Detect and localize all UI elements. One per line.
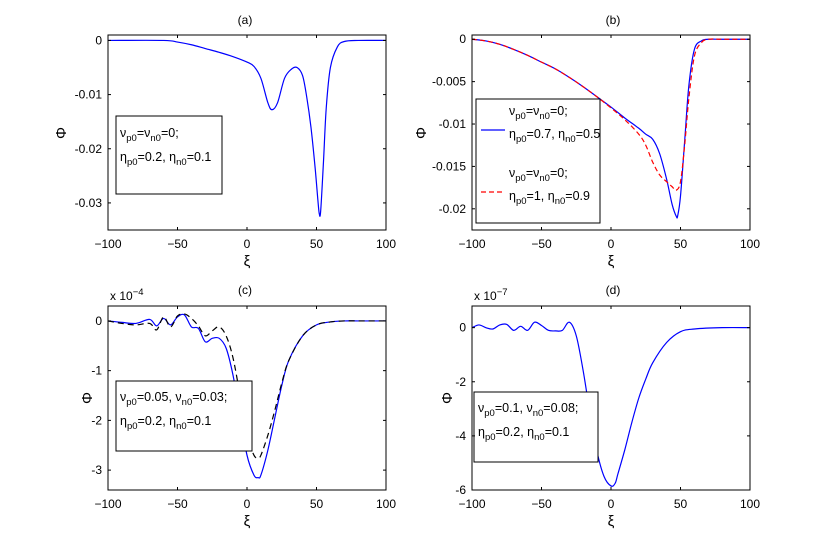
panel-c-ytick: -2 — [91, 413, 102, 427]
panel-b-xlabel: ξ — [608, 253, 615, 270]
panel-d-ylabel: Φ — [439, 392, 456, 404]
panel-c-ytick: 0 — [95, 314, 102, 328]
panel-b-ylabel: Φ — [413, 127, 430, 139]
panel-c-series — [107, 313, 386, 479]
panel-c-legend-box — [115, 380, 253, 452]
panel-a-legend-box — [115, 115, 223, 195]
panel-d-xtick: 50 — [674, 497, 688, 511]
panel-d-legend-line: νp0=0.1, νn0=0.08; — [478, 401, 578, 419]
panel-a-xtick: 0 — [244, 237, 251, 251]
panel-d-xtick: 0 — [608, 497, 615, 511]
panel-b-ytick: 0 — [459, 32, 466, 46]
panel-c-xtick: 50 — [310, 497, 324, 511]
panel-c-tick-marks — [107, 306, 387, 490]
panel-b-xtick: 0 — [608, 237, 615, 251]
panel-b-legend-line: ηp0=1, ηn0=0.9 — [509, 189, 590, 207]
panel-c-ylabel: Φ — [79, 392, 96, 404]
panel-a-legend: νp0=νn0=0; ηp0=0.2, ηn0=0.1 — [115, 115, 223, 195]
panel-a-title: (a) — [238, 13, 253, 27]
panel-d-series-line-0 — [471, 321, 751, 487]
panel-d-legend-line: ηp0=0.2, ηn0=0.1 — [478, 425, 569, 443]
panel-d-xticks: −100 −50 0 50 100 — [458, 497, 760, 511]
panel-c-exponent: x 10−4 — [110, 287, 144, 303]
panel-a-ytick: -0.02 — [75, 142, 103, 156]
panel-d-ytick: 0 — [459, 321, 466, 335]
panel-a-legend-line: νp0=νn0=0; — [120, 126, 179, 144]
panel-b-xtick: 50 — [674, 237, 688, 251]
panel-a-series — [107, 39, 387, 217]
panel-a-series-line-0 — [107, 39, 387, 217]
panel-c: (c) x 10−4 −100 −50 0 50 100 0 -1 -2 -3 … — [79, 283, 396, 530]
panel-b: (b) −100 −50 0 50 100 0 -0.005 -0.01 -0.… — [413, 13, 760, 270]
panel-b-xtick: −50 — [531, 237, 552, 251]
panel-d: (d) x 10−7 −100 −50 0 50 100 0 -2 -4 -6 … — [439, 283, 760, 530]
panel-b-xtick: 100 — [740, 237, 760, 251]
panel-d-exponent: x 10−7 — [474, 287, 508, 303]
panel-d-legend-box — [473, 391, 599, 463]
panel-c-legend-line: νp0=0.05, νn0=0.03; — [120, 390, 227, 408]
panel-d-series — [471, 321, 751, 487]
panel-b-yticks: 0 -0.005 -0.01 -0.015 -0.02 — [432, 32, 466, 216]
panel-c-xtick: −100 — [94, 497, 121, 511]
panel-c-xticks: −100 −50 0 50 100 — [94, 497, 396, 511]
panel-c-ytick: -3 — [91, 463, 102, 477]
panel-a-xtick: −100 — [94, 237, 121, 251]
panel-a-ytick: -0.01 — [75, 88, 103, 102]
panel-c-xtick: 0 — [244, 497, 251, 511]
panel-c-legend: νp0=0.05, νn0=0.03; ηp0=0.2, ηn0=0.1 — [115, 380, 253, 452]
panel-b-legend-line: νp0=νn0=0; — [509, 104, 568, 122]
panel-b-tick-marks — [471, 35, 751, 230]
panel-b-ytick: -0.02 — [439, 202, 467, 216]
panel-d-xtick: −50 — [531, 497, 552, 511]
panel-b-ytick: -0.005 — [432, 75, 466, 89]
panel-a-ylabel: Φ — [53, 127, 70, 139]
panel-a-xtick: −50 — [167, 237, 188, 251]
panel-c-legend-line: ηp0=0.2, ηn0=0.1 — [120, 414, 211, 432]
panel-d-xlabel: ξ — [608, 513, 615, 530]
panel-c-title: (c) — [238, 283, 252, 297]
panel-b-legend-line: ηp0=0.7, ηn0=0.5 — [509, 127, 600, 145]
panel-b-series — [471, 38, 750, 219]
panel-a-legend-line: ηp0=0.2, ηn0=0.1 — [120, 150, 211, 168]
panel-c-ytick: -1 — [91, 364, 102, 378]
panel-c-xlabel: ξ — [244, 513, 251, 530]
panel-d-yticks: 0 -2 -4 -6 — [455, 321, 466, 497]
panel-c-xtick: −50 — [167, 497, 188, 511]
panel-b-title: (b) — [606, 13, 621, 27]
panel-d-ytick: -4 — [455, 429, 466, 443]
panel-d-ytick: -6 — [455, 483, 466, 497]
panel-b-ytick: -0.015 — [432, 159, 466, 173]
panel-d-legend: νp0=0.1, νn0=0.08; ηp0=0.2, ηn0=0.1 — [473, 391, 599, 463]
panel-d-title: (d) — [606, 283, 621, 297]
panel-d-xtick: 100 — [740, 497, 760, 511]
panel-a-ytick: -0.03 — [75, 196, 103, 210]
panel-b-series-line-1 — [471, 38, 750, 191]
panel-a-xlabel: ξ — [244, 253, 251, 270]
panel-b-legend: νp0=νn0=0; ηp0=0.7, ηn0=0.5 νp0=νn0=0; η… — [475, 98, 601, 224]
panel-c-series-line-1 — [107, 313, 386, 459]
panel-b-legend-line: νp0=νn0=0; — [509, 166, 568, 184]
panel-b-xticks: −100 −50 0 50 100 — [458, 237, 760, 251]
panel-a-ytick: 0 — [95, 33, 102, 47]
panel-a-xtick: 100 — [376, 237, 396, 251]
panel-b-ytick: -0.01 — [439, 117, 467, 131]
panel-d-xtick: −100 — [458, 497, 485, 511]
panel-a-xticks: −100 −50 0 50 100 — [94, 237, 396, 251]
panel-a-xtick: 50 — [310, 237, 324, 251]
panel-b-legend-box — [475, 98, 601, 224]
panel-a-tick-marks — [107, 35, 387, 230]
panel-a: (a) −100 −50 0 50 100 0 -0.01 -0.02 -0.0… — [53, 13, 396, 270]
panel-a-yticks: 0 -0.01 -0.02 -0.03 — [75, 33, 103, 210]
panel-c-xtick: 100 — [376, 497, 396, 511]
panel-b-xtick: −100 — [458, 237, 485, 251]
panel-c-series-line-0 — [107, 313, 386, 479]
panel-c-yticks: 0 -1 -2 -3 — [91, 314, 102, 477]
panel-d-tick-marks — [471, 306, 751, 491]
panel-d-ytick: -2 — [455, 375, 466, 389]
